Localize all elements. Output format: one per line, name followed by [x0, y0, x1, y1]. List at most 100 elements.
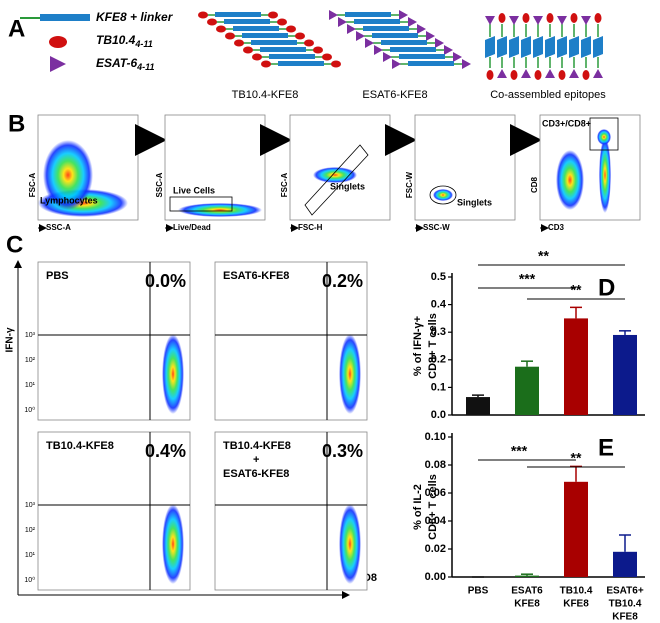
- epitope: [329, 10, 338, 20]
- esat-icon: [50, 56, 66, 72]
- epitope: [594, 13, 602, 23]
- epitope: [198, 11, 208, 19]
- fibril: [224, 19, 270, 24]
- bar: [515, 366, 539, 415]
- epitope: [569, 69, 579, 78]
- epitope: [497, 69, 507, 78]
- axis-label: IFN-γ: [5, 327, 16, 352]
- axis-label: FSC-W: [405, 171, 414, 198]
- fibril: [399, 54, 445, 59]
- fibril: [521, 36, 531, 58]
- bar: [564, 481, 588, 577]
- epitope: [392, 59, 401, 69]
- epitope: [444, 45, 453, 55]
- significance: **: [538, 248, 549, 264]
- y-tick-label: 0.3: [431, 326, 446, 338]
- gate: [304, 144, 369, 216]
- y-tick-label: 0.08: [425, 459, 446, 471]
- significance: ***: [511, 443, 528, 459]
- density: [339, 334, 361, 414]
- epitope: [216, 25, 226, 33]
- panel-label: B: [8, 110, 25, 137]
- percent-label: 0.2%: [322, 271, 363, 291]
- epitope: [485, 16, 495, 25]
- gate-label: Lymphocytes: [40, 195, 98, 205]
- epitope: [522, 13, 530, 23]
- epitope: [268, 11, 278, 19]
- axis-label: CD3: [548, 223, 565, 232]
- epitope: [581, 16, 591, 25]
- epitope: [408, 17, 417, 27]
- y-tick-label: 0.04: [425, 515, 447, 527]
- legend-text: KFE8 + linker: [96, 10, 174, 24]
- epitope: [356, 31, 365, 41]
- epitope: [545, 69, 555, 78]
- y-tick-label: 0.10: [425, 431, 446, 443]
- sample-label: PBS: [46, 270, 69, 282]
- axis-label: CD8: [530, 176, 539, 193]
- epitope: [462, 59, 471, 69]
- legend-name: ESAT-6: [96, 56, 137, 70]
- epitope: [557, 16, 567, 25]
- fibril: [509, 36, 519, 58]
- panel-label: D: [598, 274, 615, 301]
- density: [339, 504, 361, 584]
- legend-sub: 4-11: [134, 39, 152, 49]
- epitope: [304, 39, 314, 47]
- epitope: [374, 45, 383, 55]
- linker-icon: [40, 14, 90, 21]
- panel-label: A: [8, 15, 25, 42]
- y-tick-label: 0.0: [431, 409, 446, 421]
- fibril: [485, 36, 495, 58]
- fibril: [354, 19, 400, 24]
- legend-name: TB10.4: [96, 33, 136, 47]
- y-tick-label: 0.00: [425, 571, 446, 583]
- fibril: [345, 12, 391, 17]
- epitope: [435, 38, 444, 48]
- density: [43, 140, 93, 210]
- epitope: [383, 52, 392, 62]
- epitope: [534, 70, 542, 80]
- x-tick-label: KFE8: [563, 599, 589, 610]
- fibril: [269, 54, 315, 59]
- x-tick-label: PBS: [468, 586, 489, 597]
- bar: [515, 575, 539, 577]
- epitope: [510, 70, 518, 80]
- sample-label: TB10.4-KFE8: [46, 440, 114, 452]
- significance: ***: [519, 271, 536, 287]
- epitope: [234, 39, 244, 47]
- assembly-label: ESAT6-KFE8: [362, 89, 427, 101]
- legend-name: KFE8 + linker: [96, 10, 174, 24]
- fibril: [593, 36, 603, 58]
- x-tick-label: TB10.4: [560, 586, 593, 597]
- fibril: [569, 36, 579, 58]
- fibril: [233, 26, 279, 31]
- significance: **: [571, 450, 582, 466]
- y-tick-label: 0.02: [425, 543, 446, 555]
- epitope: [347, 24, 356, 34]
- density: [556, 150, 584, 210]
- gate-label: Singlets: [330, 181, 365, 191]
- y-axis-label: % of IFN-γ+: [412, 316, 424, 376]
- sample-label: ESAT6-KFE8: [223, 468, 289, 480]
- axis-label: Live/Dead: [173, 223, 211, 232]
- sample-label: ESAT6-KFE8: [223, 270, 289, 282]
- epitope: [365, 38, 374, 48]
- bar: [613, 551, 637, 577]
- epitope: [498, 13, 506, 23]
- panel-label: E: [598, 434, 614, 461]
- epitope: [533, 16, 543, 25]
- y-tick-label: 0.06: [425, 487, 446, 499]
- bar: [466, 397, 490, 415]
- axis-label: SSC-A: [155, 172, 164, 197]
- epitope: [570, 13, 578, 23]
- epitope: [225, 32, 235, 40]
- tick-label: 10²: [25, 357, 36, 364]
- percent-label: 0.0%: [145, 271, 186, 291]
- tick-label: 10⁰: [24, 576, 35, 584]
- y-tick-label: 0.1: [431, 381, 446, 393]
- epitope: [486, 70, 494, 80]
- x-tick-label: ESAT6+: [606, 586, 643, 597]
- y-axis-label: CD8+ T cells: [427, 474, 439, 540]
